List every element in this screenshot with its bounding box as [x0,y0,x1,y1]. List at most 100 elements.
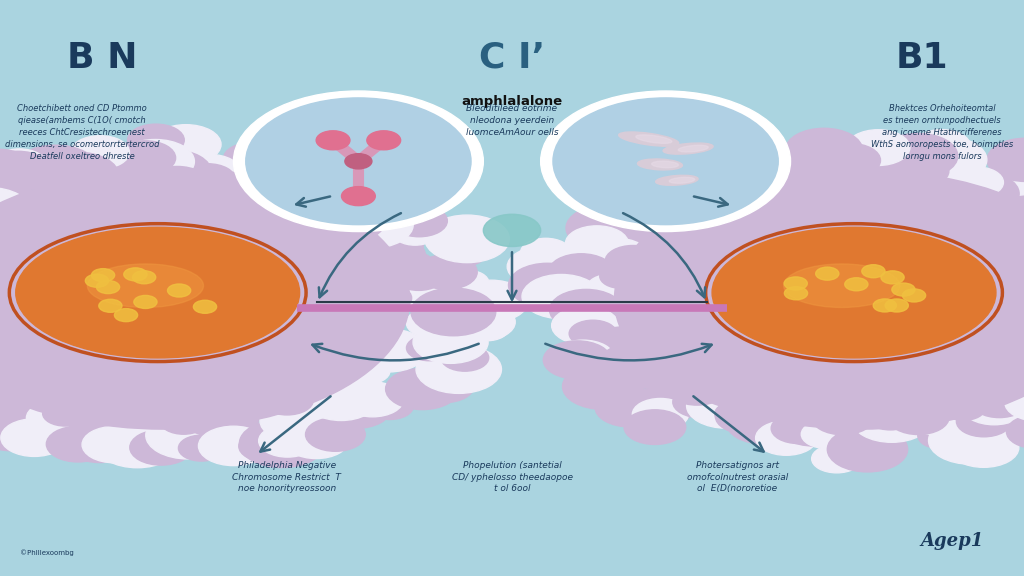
Circle shape [1,419,68,456]
Circle shape [838,192,889,221]
Circle shape [1009,334,1024,357]
Circle shape [784,287,808,300]
Circle shape [0,149,29,181]
Circle shape [54,157,119,194]
Circle shape [828,396,886,428]
Circle shape [0,149,46,179]
Circle shape [0,176,18,223]
Circle shape [633,194,700,232]
Circle shape [373,176,441,214]
Circle shape [726,161,783,194]
Circle shape [0,329,31,353]
Circle shape [595,388,665,427]
Circle shape [266,344,312,370]
Circle shape [558,245,602,269]
Circle shape [565,226,629,262]
Circle shape [98,300,122,312]
Circle shape [552,340,614,376]
Circle shape [585,238,649,274]
Ellipse shape [618,132,679,146]
Circle shape [811,399,874,435]
Ellipse shape [638,159,682,170]
Circle shape [350,329,427,372]
Circle shape [27,401,85,434]
Circle shape [596,327,646,355]
Circle shape [600,264,643,289]
Circle shape [562,363,644,410]
Ellipse shape [712,228,996,358]
Circle shape [356,236,425,275]
Circle shape [1021,215,1024,248]
Circle shape [646,179,718,219]
Circle shape [119,166,180,200]
Circle shape [288,381,344,412]
Circle shape [253,161,327,203]
Circle shape [0,221,24,256]
Circle shape [416,255,477,289]
Circle shape [913,130,970,161]
Circle shape [929,354,989,388]
Circle shape [647,167,691,192]
Circle shape [65,423,135,463]
Circle shape [573,208,621,234]
Circle shape [674,211,731,243]
Circle shape [0,386,33,420]
Text: Agep1: Agep1 [921,532,984,551]
Circle shape [541,91,791,232]
Circle shape [51,169,115,204]
Circle shape [247,156,295,183]
Circle shape [827,427,907,472]
Circle shape [100,366,162,400]
Circle shape [585,293,633,320]
Circle shape [624,410,686,445]
Circle shape [393,262,444,290]
Circle shape [444,270,488,295]
Circle shape [509,263,587,307]
Circle shape [1007,415,1024,449]
Circle shape [784,277,807,290]
Circle shape [0,309,2,347]
Circle shape [316,131,350,150]
Circle shape [603,169,688,217]
Circle shape [724,221,772,248]
Text: B1: B1 [895,40,948,75]
Circle shape [331,237,370,259]
Circle shape [812,445,862,473]
Circle shape [160,408,207,434]
Circle shape [673,386,729,418]
Circle shape [906,397,974,435]
Circle shape [336,327,375,350]
Circle shape [1008,267,1024,300]
Circle shape [845,278,868,291]
Circle shape [553,98,778,225]
Circle shape [756,421,817,455]
Circle shape [0,391,48,419]
Circle shape [386,368,459,410]
Circle shape [677,342,725,369]
Circle shape [550,289,623,331]
Circle shape [88,143,171,190]
Circle shape [0,411,48,451]
Circle shape [0,323,14,354]
Circle shape [991,206,1024,240]
Circle shape [605,245,660,277]
Circle shape [947,193,994,219]
Circle shape [276,154,334,186]
Circle shape [1013,161,1024,210]
Circle shape [134,295,157,309]
Circle shape [116,368,179,404]
Circle shape [130,430,193,465]
Circle shape [801,420,852,448]
Circle shape [883,400,945,435]
Circle shape [297,347,338,370]
Ellipse shape [87,264,204,308]
Circle shape [750,374,816,411]
Circle shape [667,372,727,405]
Circle shape [305,418,366,452]
Circle shape [902,289,926,302]
Circle shape [1000,300,1024,338]
Circle shape [657,295,700,319]
Circle shape [243,356,294,385]
Circle shape [413,321,488,363]
Circle shape [342,154,419,198]
